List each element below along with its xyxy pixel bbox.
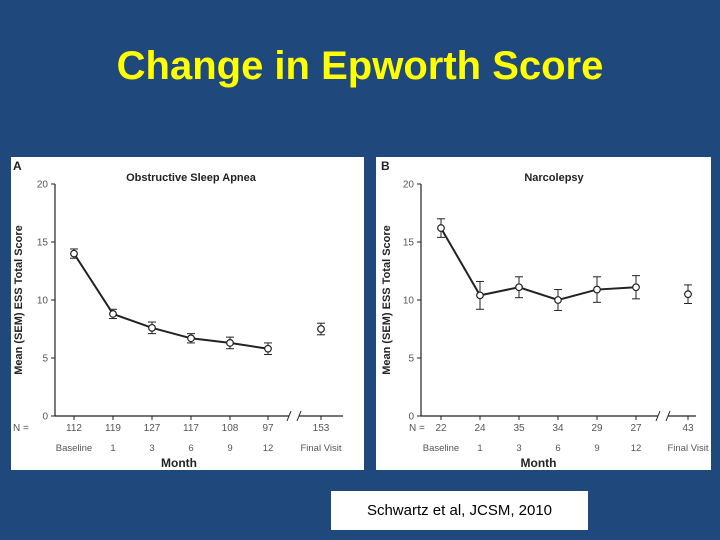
y-tick-label: 15 [403,238,415,249]
n-value-label: 97 [262,423,274,434]
x-category-label: 6 [555,443,560,454]
data-point [554,296,562,304]
axis-break-mark [286,410,292,422]
x-category-label: 9 [227,443,232,454]
data-point [109,310,117,318]
chart-narcolepsy: B Narcolepsy Mean (SEM) ESS Total Score 0 5 1… [381,159,709,470]
data-point [226,339,234,347]
x-category-label: 1 [110,443,115,454]
chart-title: Obstructive Sleep Apnea [126,172,257,184]
axis-break-mark [296,410,302,422]
x-axis-label: Month [161,456,197,470]
data-point [148,323,156,332]
axis-break-mark [665,410,671,422]
y-tick-label: 0 [408,412,414,423]
data-point [187,334,195,343]
n-value-label: 43 [682,423,694,434]
y-tick-label: 10 [37,296,49,307]
y-tick-label: 15 [37,238,49,249]
n-value-label: 35 [513,423,525,434]
n-value-label: 112 [66,423,82,434]
x-category-label: Baseline [56,443,92,454]
series-line [440,227,637,302]
data-point [70,249,78,258]
n-prefix-label: N = [13,423,29,434]
y-tick-label: 20 [37,180,49,191]
x-category-label: 3 [149,443,154,454]
x-category-label: Baseline [423,443,459,454]
n-value-label: 27 [630,423,642,434]
n-prefix-label: N = [409,423,425,434]
x-category-label: 12 [631,443,642,454]
x-category-label: Final Visit [300,443,341,454]
data-point [264,344,272,353]
y-tick-label: 0 [42,412,48,423]
y-tick-label: 5 [42,354,48,365]
slide-title: Change in Epworth Score [116,44,604,88]
y-tick-label: 5 [408,354,414,365]
citation: Schwartz et al, JCSM, 2010 [331,491,588,530]
n-value-label: 22 [435,423,447,434]
n-value-label: 34 [552,423,564,434]
x-category-label: 9 [594,443,599,454]
chart-panel-osa: A Obstructive Sleep Apnea Mean (SEM) ESS T… [11,157,364,470]
data-point [632,283,640,292]
n-value-label: 24 [474,423,486,434]
x-category-label: Final Visit [667,443,708,454]
n-value-label: 127 [144,423,161,434]
y-tick-label: 10 [403,296,415,307]
x-category-label: 1 [477,443,482,454]
data-point [515,283,523,292]
y-axis-label: Mean (SEM) ESS Total Score [381,225,393,375]
x-category-label: 3 [516,443,521,454]
series-line [73,253,269,350]
x-category-label: 6 [188,443,193,454]
n-value-label: 119 [105,423,121,434]
x-category-label: 12 [263,443,274,454]
x-axis-label: Month [521,456,557,470]
n-value-label: 29 [591,423,603,434]
n-value-label: 153 [313,423,330,434]
chart-panel-narcolepsy: B Narcolepsy Mean (SEM) ESS Total Score 0 5 1… [376,157,711,470]
data-point [684,290,692,299]
y-axis-label: Mean (SEM) ESS Total Score [13,225,25,375]
data-point [593,285,601,294]
y-tick-label: 20 [403,180,415,191]
data-point [476,291,484,300]
axis-break-mark [655,410,661,422]
data-point [437,224,445,232]
chart-osa: A Obstructive Sleep Apnea Mean (SEM) ESS T… [13,159,343,470]
chart-title: Narcolepsy [524,172,584,184]
panel-letter: B [381,159,390,173]
panel-letter: A [13,159,22,173]
data-point [317,325,325,333]
n-value-label: 108 [222,423,239,434]
n-value-label: 117 [183,423,199,434]
